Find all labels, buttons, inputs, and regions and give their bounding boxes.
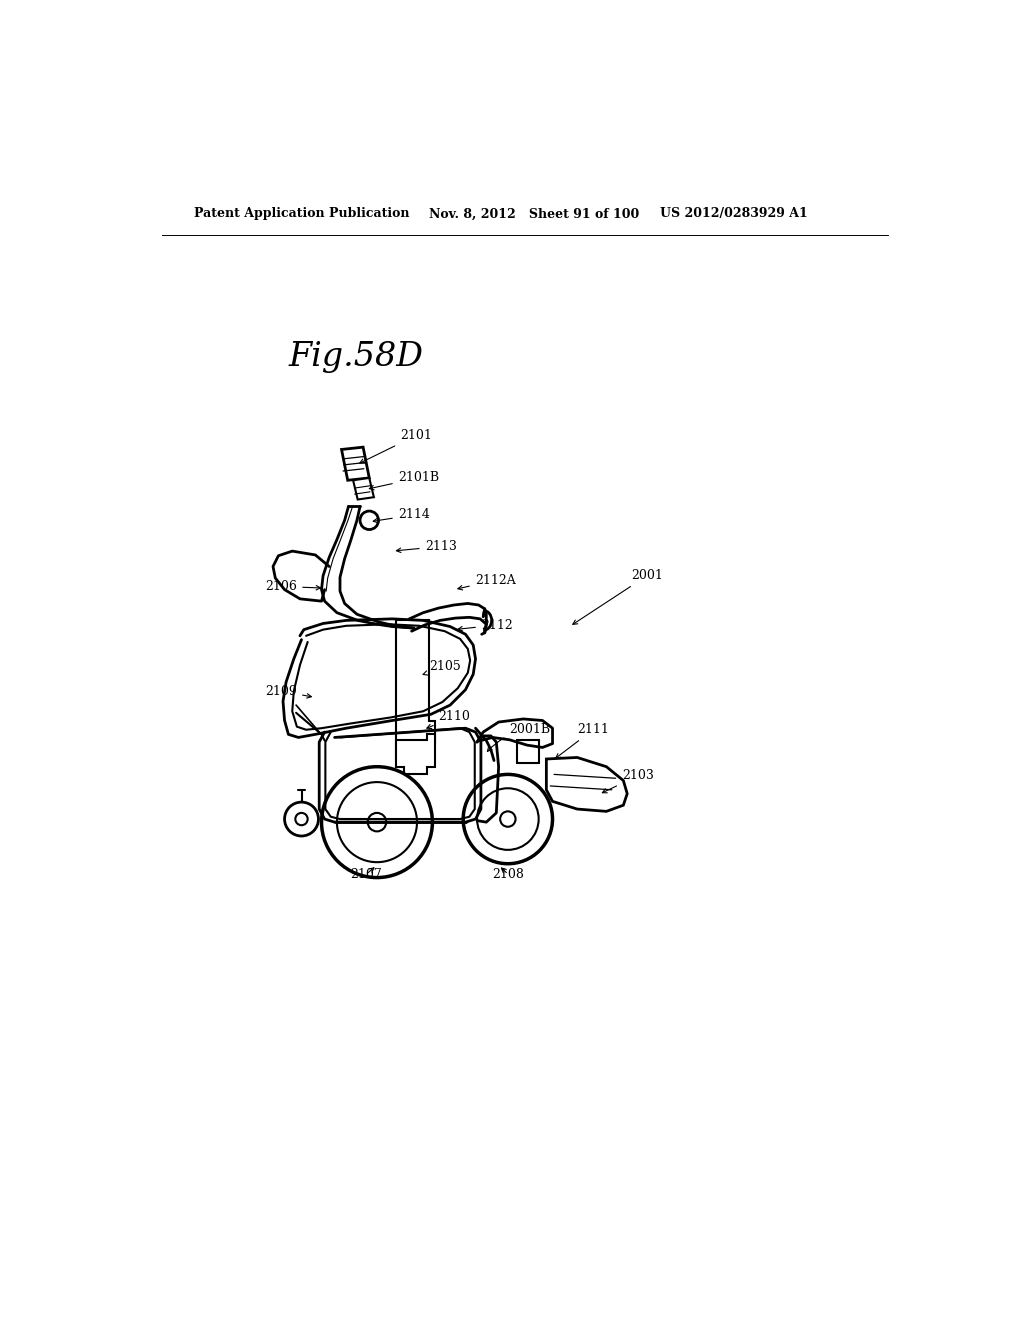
Circle shape: [463, 775, 553, 863]
Text: 2001: 2001: [572, 569, 663, 624]
Circle shape: [285, 803, 318, 836]
Circle shape: [337, 781, 417, 862]
Text: Nov. 8, 2012   Sheet 91 of 100: Nov. 8, 2012 Sheet 91 of 100: [429, 207, 640, 220]
Text: 2112A: 2112A: [458, 574, 515, 590]
Polygon shape: [547, 758, 628, 812]
Polygon shape: [396, 734, 435, 775]
Text: 2113: 2113: [396, 540, 457, 553]
Text: 2114: 2114: [373, 508, 430, 523]
Polygon shape: [396, 620, 435, 759]
Text: 2101B: 2101B: [370, 471, 439, 490]
Text: 2103: 2103: [602, 770, 653, 793]
Text: 2111: 2111: [556, 723, 609, 758]
Text: 2110: 2110: [427, 710, 470, 729]
Text: 2105: 2105: [423, 660, 461, 675]
Text: Patent Application Publication: Patent Application Publication: [194, 207, 410, 220]
Polygon shape: [342, 447, 370, 480]
Circle shape: [477, 788, 539, 850]
Text: 2101: 2101: [359, 429, 432, 463]
Text: Fig.58D: Fig.58D: [289, 341, 423, 374]
Text: 2108: 2108: [493, 869, 524, 880]
Text: 2112: 2112: [458, 619, 513, 631]
Polygon shape: [517, 739, 539, 763]
Circle shape: [368, 813, 386, 832]
Text: 2106: 2106: [265, 579, 321, 593]
Text: 2001B: 2001B: [487, 723, 551, 751]
Polygon shape: [353, 478, 374, 499]
Circle shape: [500, 812, 515, 826]
Circle shape: [322, 767, 432, 878]
Text: 2107: 2107: [350, 867, 382, 880]
Circle shape: [295, 813, 307, 825]
Text: US 2012/0283929 A1: US 2012/0283929 A1: [660, 207, 808, 220]
Circle shape: [360, 511, 379, 529]
Text: 2109: 2109: [265, 685, 311, 698]
